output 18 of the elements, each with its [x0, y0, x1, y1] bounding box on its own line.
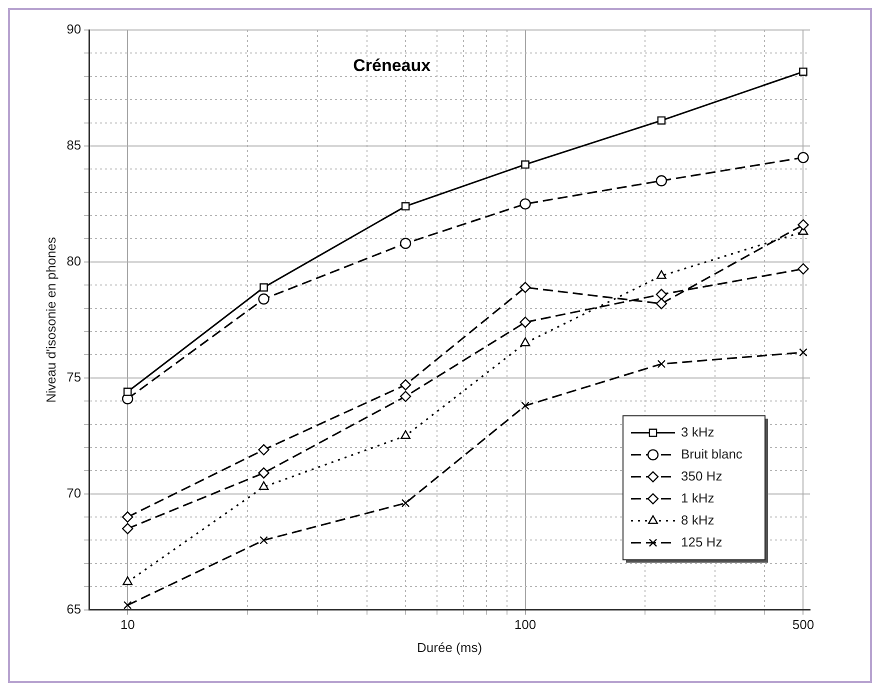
legend-label: Bruit blanc [681, 446, 743, 462]
x-tick-label: 100 [514, 617, 536, 632]
legend-label: 3 kHz [681, 424, 714, 440]
x-axis-title: Durée (ms) [417, 640, 482, 655]
legend-label: 1 kHz [681, 490, 714, 506]
y-axis-title: Niveau d'isosonie en phones [43, 236, 58, 403]
legend-label: 350 Hz [681, 468, 722, 484]
y-tick-label: 65 [66, 601, 82, 616]
y-tick-label: 70 [66, 485, 82, 500]
text: Créneaux [353, 56, 432, 76]
legend-label: 125 Hz [681, 534, 722, 550]
x-tick-label: 500 [792, 617, 814, 632]
legend-label: 8 kHz [681, 512, 714, 528]
y-tick-label: 80 [66, 254, 82, 268]
y-tick-label: 90 [66, 22, 82, 37]
y-tick-label: 75 [66, 369, 82, 384]
x-tick-label: 10 [120, 617, 135, 632]
y-tick-label: 85 [66, 138, 82, 153]
